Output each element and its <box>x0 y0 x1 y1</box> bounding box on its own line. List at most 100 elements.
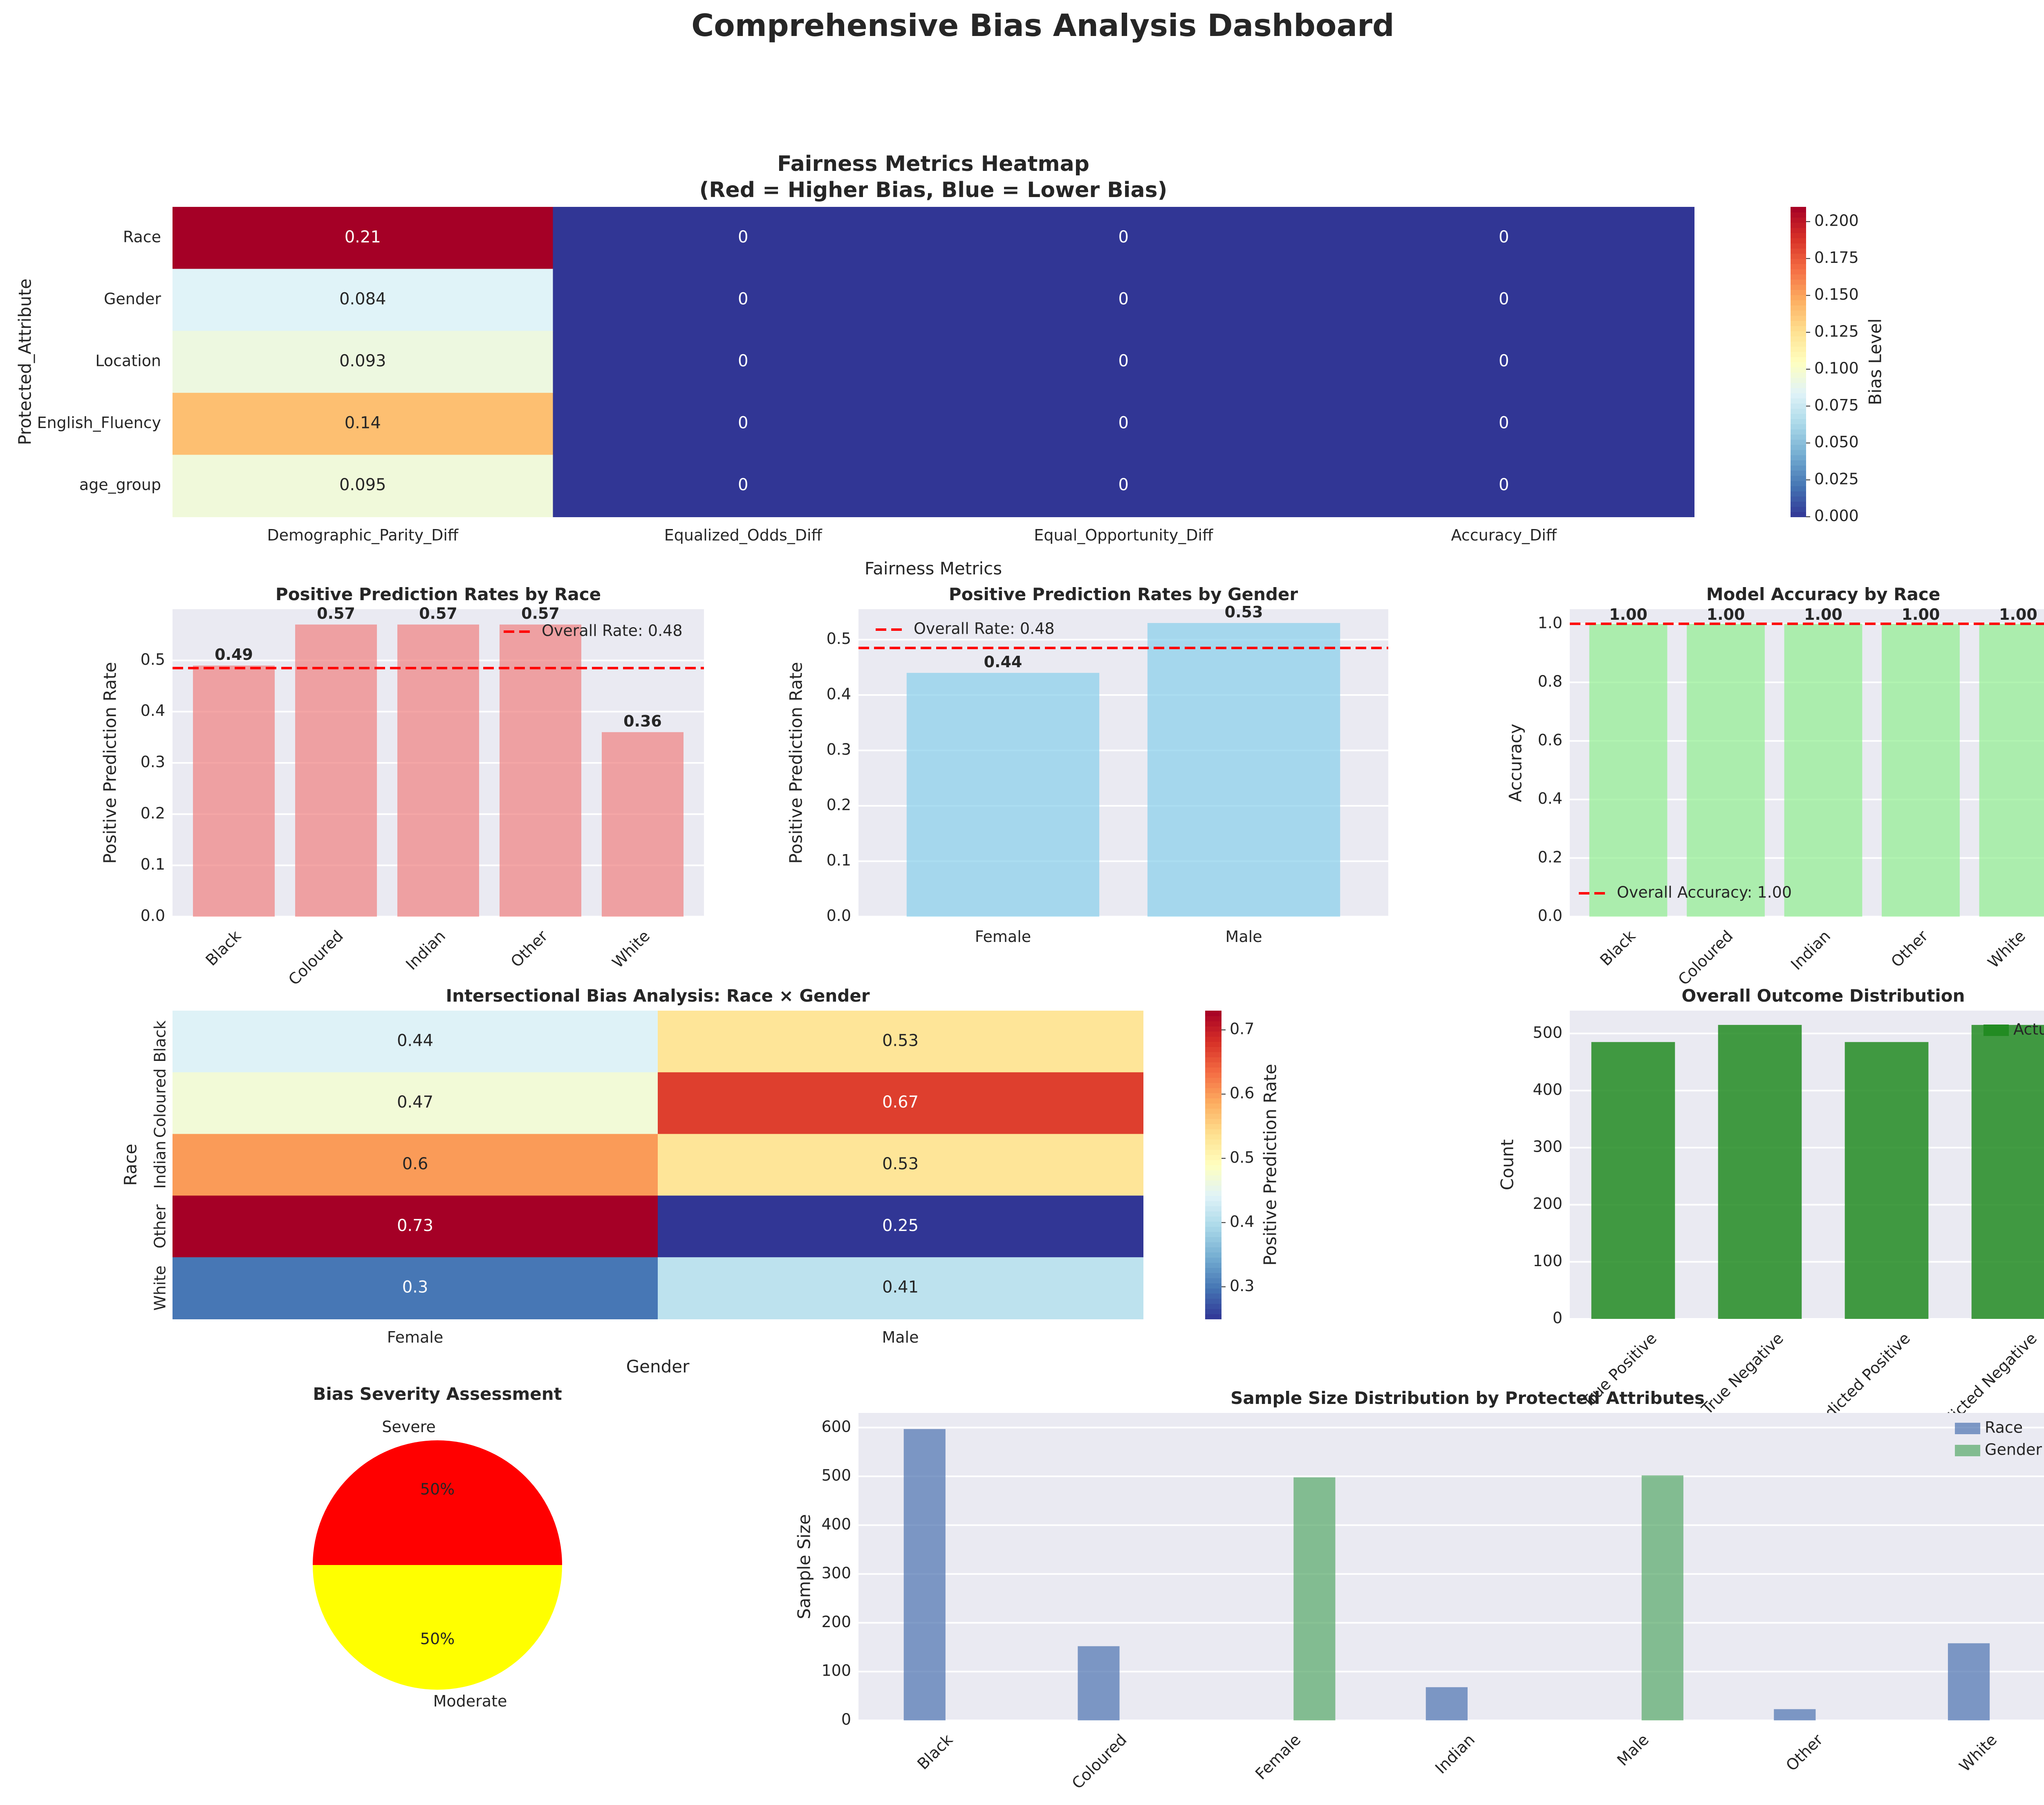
y-tick-label: 0.5 <box>141 650 165 668</box>
bar-value-label: 0.44 <box>984 653 1022 671</box>
colorbar-segment <box>1205 1149 1221 1155</box>
x-tick-label: True Negative <box>1698 1329 1787 1418</box>
colorbar-segment <box>1791 377 1806 383</box>
x-tick-label: Black <box>202 927 244 969</box>
colorbar-segment <box>1205 1052 1221 1058</box>
bar-value-label: 0.53 <box>1225 603 1263 621</box>
colorbar-segment <box>1205 1113 1221 1119</box>
colorbar-segment <box>1205 1077 1221 1083</box>
plot-area <box>858 1413 2044 1720</box>
y-axis-label: Count <box>1497 1139 1517 1191</box>
legend-label: Overall Rate: 0.48 <box>542 622 683 640</box>
colorbar-segment <box>1791 207 1806 213</box>
colorbar-segment <box>1205 1155 1221 1160</box>
colorbar-label: Positive Prediction Rate <box>1260 1064 1280 1266</box>
chart-title: Intersectional Bias Analysis: Race × Gen… <box>446 986 870 1006</box>
bar <box>193 666 275 917</box>
chart-sample-size: Sample Size Distribution by Protected At… <box>794 1388 2044 1792</box>
x-tick-label: Accuracy_Diff <box>1451 526 1557 544</box>
y-axis-label: Positive Prediction Rate <box>100 662 120 864</box>
colorbar-segment <box>1791 310 1806 316</box>
legend-label: Actual <box>2013 1020 2044 1038</box>
colorbar-segment <box>1205 1031 1221 1037</box>
y-tick-label: 200 <box>1533 1195 1562 1213</box>
y-tick-label: White <box>151 1265 169 1311</box>
colorbar-segment <box>1205 1180 1221 1186</box>
cell-label: 0 <box>738 414 748 433</box>
bar-value-label: 0.36 <box>623 712 662 730</box>
x-tick-label: Female <box>387 1328 443 1346</box>
y-tick-label: 0.4 <box>141 702 165 720</box>
colorbar-segment <box>1791 398 1806 404</box>
colorbar-segment <box>1205 1227 1221 1232</box>
x-tick-label: White <box>609 927 653 971</box>
pie-label: Moderate <box>433 1692 507 1710</box>
chart-title: Fairness Metrics Heatmap <box>777 152 1089 176</box>
legend-label: Gender <box>1985 1441 2042 1459</box>
pie-pct-label: 50% <box>420 1630 455 1648</box>
chart-accuracy-race: Model Accuracy by Race0.00.20.40.60.81.0… <box>1506 584 2044 989</box>
y-tick-label: 0.0 <box>1538 907 1562 925</box>
bar <box>1642 1475 1683 1720</box>
bar <box>1589 624 1667 917</box>
chart-title: Sample Size Distribution by Protected At… <box>1230 1388 1705 1408</box>
colorbar-segment <box>1791 352 1806 357</box>
y-tick-label: 300 <box>821 1564 851 1582</box>
colorbar-segment <box>1791 357 1806 362</box>
colorbar-segment <box>1791 217 1806 223</box>
colorbar-segment <box>1205 1216 1221 1222</box>
y-tick-label: Gender <box>104 290 161 308</box>
colorbar-segment <box>1791 212 1806 218</box>
cell-label: 0.25 <box>882 1216 919 1235</box>
cell-label: 0 <box>1499 228 1509 247</box>
x-tick-label: Female <box>975 928 1031 946</box>
colorbar-tick-label: 0.6 <box>1230 1084 1254 1102</box>
colorbar-segment <box>1205 1072 1221 1078</box>
colorbar-segment <box>1791 496 1806 502</box>
x-tick-label: Male <box>1614 1731 1652 1769</box>
colorbar-segment <box>1791 475 1806 481</box>
bar-value-label: 1.00 <box>1707 605 1745 623</box>
x-tick-label: Other <box>1887 927 1932 971</box>
colorbar-segment <box>1791 264 1806 269</box>
y-tick-label: 600 <box>821 1417 851 1435</box>
y-tick-label: 300 <box>1533 1138 1562 1156</box>
y-tick-label: 0.5 <box>827 630 851 648</box>
colorbar-segment <box>1791 289 1806 295</box>
cell-label: 0 <box>1118 414 1129 433</box>
colorbar-segment <box>1205 1211 1221 1217</box>
x-tick-label: Female <box>1252 1731 1304 1783</box>
y-tick-label: Other <box>151 1204 169 1248</box>
x-axis-label: Gender <box>626 1357 690 1377</box>
colorbar-segment <box>1791 326 1806 332</box>
bar <box>1979 624 2044 917</box>
colorbar-segment <box>1205 1242 1221 1248</box>
chart-title: Positive Prediction Rates by Race <box>276 584 601 604</box>
colorbar-tick-label: 0.075 <box>1814 396 1859 414</box>
colorbar-segment <box>1205 1231 1221 1237</box>
colorbar-segment <box>1791 439 1806 445</box>
colorbar-segment <box>1791 434 1806 440</box>
colorbar-segment <box>1791 486 1806 491</box>
colorbar-segment <box>1791 315 1806 321</box>
y-tick-label: 0.1 <box>141 855 165 873</box>
x-tick-label: Black <box>914 1731 956 1773</box>
colorbar-segment <box>1791 300 1806 305</box>
colorbar-tick-label: 0.025 <box>1814 470 1859 488</box>
bar <box>1845 1042 1929 1319</box>
chart-gender-rates: Positive Prediction Rates by Gender0.00.… <box>786 584 1389 946</box>
colorbar-segment <box>1205 1026 1221 1032</box>
cell-label: 0 <box>1499 289 1509 308</box>
colorbar-segment <box>1205 1057 1221 1063</box>
colorbar-segment <box>1205 1021 1221 1027</box>
chart-title: Positive Prediction Rates by Gender <box>949 584 1298 604</box>
bar <box>904 1429 946 1720</box>
y-tick-label: 500 <box>1533 1023 1562 1041</box>
colorbar-segment <box>1205 1144 1221 1150</box>
x-tick-label: Indian <box>1787 927 1834 973</box>
cell-label: 0.093 <box>339 352 386 370</box>
colorbar-segment <box>1791 305 1806 311</box>
pie-label: Severe <box>382 1418 436 1436</box>
colorbar-segment <box>1205 1047 1221 1052</box>
